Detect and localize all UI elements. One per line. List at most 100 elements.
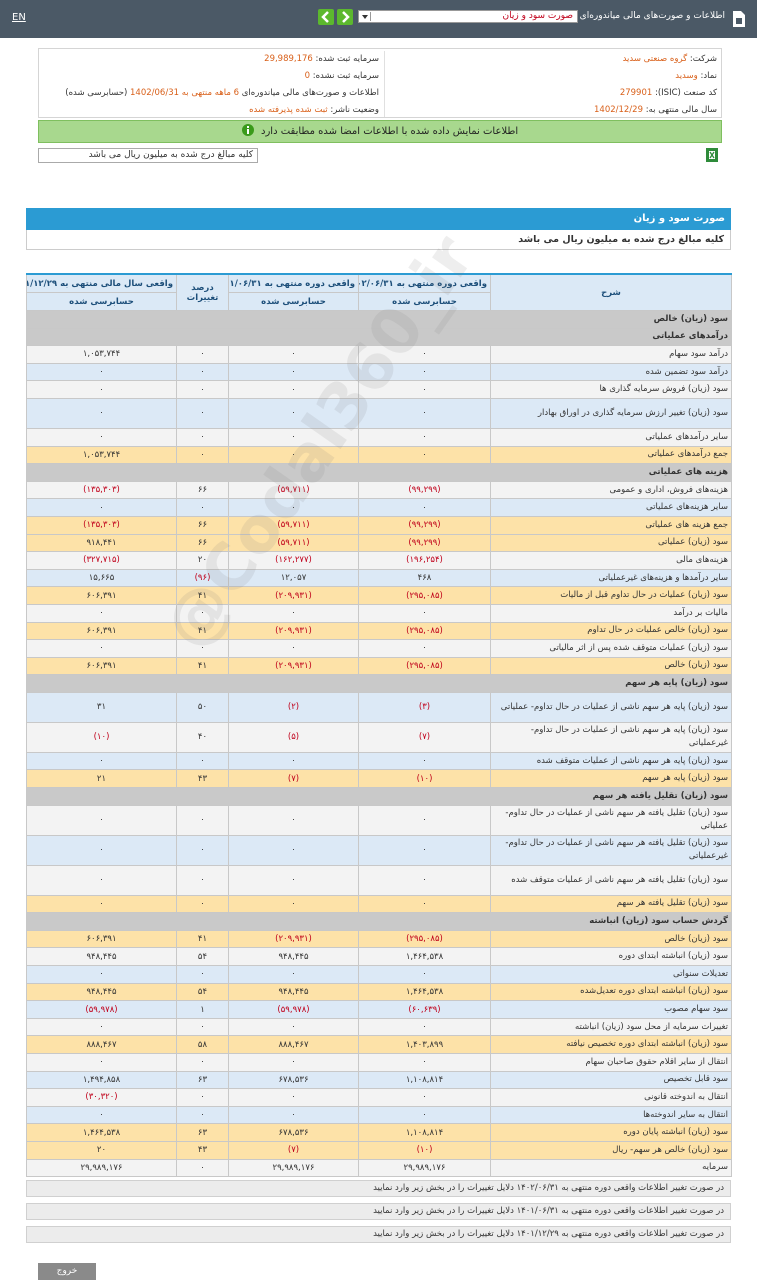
value: 1402/12/29: [594, 105, 643, 115]
value-cell: ۹۴۸,۴۴۵: [26, 982, 177, 1002]
value-cell: ۰: [26, 1105, 177, 1125]
subheader-cell: حسابرسی شده: [358, 292, 491, 311]
lang-switch[interactable]: EN: [12, 12, 26, 23]
table-row: سود (زیان) عملیات متوقف شده پس از اثر ما…: [26, 639, 732, 658]
group-header-row: سود (زیان) پایه هر سهم: [26, 674, 732, 693]
value-cell: ۴۱: [176, 586, 229, 605]
exit-button[interactable]: خروج: [38, 1263, 96, 1280]
value-cell: ۴۱: [176, 929, 229, 949]
value-cell: ۰: [176, 894, 229, 914]
value-cell: ۲۰: [26, 1140, 177, 1160]
value-cell: ۶۷۸,۵۳۶: [228, 1070, 359, 1090]
value-cell: (۳۲۷,۷۱۵): [26, 551, 177, 570]
row-label: سود (زیان) انباشته ابتدای دوره تعدیل‌شده: [490, 982, 732, 1002]
excel-icon[interactable]: [705, 147, 719, 163]
check-icon: [241, 124, 254, 136]
value-cell: ۰: [228, 603, 359, 623]
value-cell: (۳۰,۳۲۰): [26, 1088, 177, 1107]
label: سرمایه ثبت شده:: [315, 54, 379, 64]
next-button[interactable]: [337, 9, 353, 25]
value-cell: ۶۶: [176, 480, 229, 500]
prev-button[interactable]: [318, 9, 334, 25]
table-row: مالیات بر درآمد ۰ ۰ ۰ ۰: [26, 603, 732, 623]
row-label: سود (زیان) خالص عملیات در حال تداوم: [490, 621, 732, 641]
row-label: سود (زیان) انباشته پایان دوره: [490, 1123, 732, 1142]
value-cell: (۲۹۵,۰۸۵): [358, 621, 491, 641]
value-cell: ۱۲,۰۵۷: [228, 568, 359, 588]
value-cell: ۱,۰۵۳,۷۴۴: [26, 345, 177, 364]
header-cell: شرح: [490, 273, 732, 311]
info-box: شرکت: گروه صنعتی سدید نماد: وسدید کد صنع…: [38, 48, 722, 118]
value-cell: ۰: [176, 751, 229, 771]
table-row: هزینه‌های فروش، اداری و عمومی (۹۹,۲۹۹) (۵۹…: [26, 480, 732, 500]
value-cell: ۶۷۸,۵۳۶: [228, 1123, 359, 1142]
value-cell: ۸۸۸,۴۶۷: [228, 1035, 359, 1054]
value-cell: ۱,۴۶۴,۵۳۸: [358, 947, 491, 967]
table-row: انتقال به سایر اندوخته‌ها ۰ ۰ ۰ ۰: [26, 1105, 732, 1125]
label: سال مالی منتهی به:: [645, 105, 717, 115]
value-cell: ۰: [176, 834, 229, 866]
value-cell: ۱۵,۶۶۵: [26, 568, 177, 588]
value-cell: (۵۹,۷۱۱): [228, 533, 359, 553]
report-select[interactable]: صورت سود و زیان: [358, 10, 578, 23]
value-cell: ۰: [176, 445, 229, 465]
value-cell: (۹۹,۲۹۹): [358, 480, 491, 500]
note-row: در صورت تغییر اطلاعات واقعی دوره منتهی ب…: [26, 1203, 731, 1220]
table-row: سود (زیان) خالص (۲۹۵,۰۸۵) (۲۰۹,۹۳۱) ۴۱ ۶۰۶,۳…: [26, 929, 732, 949]
value-cell: ۶۳: [176, 1123, 229, 1142]
value-cell: (۱۶۲,۲۷۷): [228, 551, 359, 570]
row-label: هزینه های عملیاتی: [26, 463, 732, 482]
table-row: سود (زیان) خالص عملیات در حال تداوم (۲۹۵,…: [26, 621, 732, 641]
value-cell: ۶۶: [176, 533, 229, 553]
label: وضعیت ناشر:: [330, 105, 379, 115]
value-cell: ۰: [228, 965, 359, 984]
dropdown-arrow: [360, 12, 371, 21]
header-cell: واقعی دوره منتهی به ۱۴۰۲/۰۶/۳۱: [358, 273, 491, 293]
value-cell: ۰: [26, 1053, 177, 1072]
value-cell: ۰: [176, 965, 229, 984]
row-label: سود (زیان) تقلیل یافته هر سهم: [26, 787, 732, 806]
label: کد صنعت (ISIC):: [654, 88, 717, 98]
value-cell: ۰: [358, 445, 491, 465]
group-header-row: درآمدهای عملیاتی: [26, 327, 732, 347]
row-label: سود (زیان) خالص: [490, 656, 732, 676]
value-cell: ۶۰۶,۳۹۱: [26, 621, 177, 641]
table-head: شرح واقعی دوره منتهی به ۱۴۰۲/۰۶/۳۱ واقعی…: [26, 273, 732, 311]
value-cell: ۰: [176, 639, 229, 658]
value-cell: (۷): [358, 721, 491, 753]
value-cell: ۰: [176, 362, 229, 382]
row-label: سود (زیان) خالص: [490, 929, 732, 949]
value-cell: ۰: [26, 804, 177, 836]
value-cell: (۷): [228, 769, 359, 789]
value-cell: ۰: [26, 834, 177, 866]
table-row: سایر درآمدها و هزینه‌های غیرعملیاتی ۴۶۸ ۱۲…: [26, 568, 732, 588]
row-label: سود (زیان) تقلیل یافته هر سهم ناشی از عم…: [490, 834, 732, 866]
table-row: سود (زیان) انباشته ابتدای دوره تخصیص نیا…: [26, 1035, 732, 1054]
table-row: سود (زیان) تقلیل یافته هر سهم ناشی از عم…: [26, 834, 732, 866]
table-row: درآمد سود سهام ۰ ۰ ۰ ۱,۰۵۳,۷۴۴: [26, 345, 732, 364]
match-notice: اطلاعات نمایش داده شده با اطلاعات امضا ش…: [38, 120, 722, 143]
value-cell: ۳۱: [26, 691, 177, 723]
table-row: سود (زیان) فروش سرمایه گذاری ها ۰ ۰ ۰ ۰: [26, 380, 732, 399]
value-cell: ۰: [228, 445, 359, 465]
period: اطلاعات و صورت‌های مالی میاندوره‌ای 6 ما…: [65, 88, 379, 98]
notice-text: اطلاعات نمایش داده شده با اطلاعات امضا ش…: [261, 126, 519, 137]
value-cell: ۰: [26, 751, 177, 771]
value-cell: (۱۰): [358, 1140, 491, 1160]
value-cell: ۰: [358, 397, 491, 429]
value-cell: ۰: [26, 427, 177, 447]
row-label: درآمدهای عملیاتی: [26, 327, 732, 347]
unit-note: کلیه مبالغ درج شده به میلیون ریال می باش…: [38, 148, 258, 163]
group-header-row: گردش حساب سود (زیان) انباشته: [26, 912, 732, 931]
row-label: سود (زیان) تقلیل یافته هر سهم ناشی از عم…: [490, 864, 732, 896]
value-cell: ۰: [176, 498, 229, 517]
subheader-row: حسابرسی شده حسابرسی شده حسابرسی شده: [26, 292, 732, 311]
value-cell: ۶۶: [176, 515, 229, 535]
table-row: هزینه‌های مالی (۱۹۶,۲۵۴) (۱۶۲,۲۷۷) ۲۰ (۳۲۷,۷…: [26, 551, 732, 570]
header-cell: واقعی سال مالی منتهی به ۱۴۰۱/۱۲/۲۹: [26, 273, 177, 293]
row-label: سود (زیان) تقلیل یافته هر سهم: [490, 894, 732, 914]
table-row: سود (زیان) عملیات در حال تداوم قبل از ما…: [26, 586, 732, 605]
value-cell: ۹۱۸,۴۴۱: [26, 533, 177, 553]
row-label: سود (زیان) خالص: [26, 310, 732, 329]
